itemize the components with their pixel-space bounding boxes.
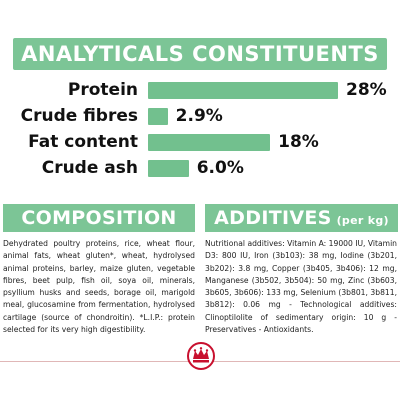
row-label-crude-fibres: Crude fibres xyxy=(20,106,138,126)
additives-title-suffix: (per kg) xyxy=(336,213,389,227)
additives-title-text: ADDITIVES xyxy=(214,207,332,229)
royal-canin-crown-logo xyxy=(185,340,217,370)
bar-fat-content xyxy=(148,134,271,151)
row-label-protein: Protein xyxy=(67,80,138,100)
additives-text: Nutritional additives: Vitamin A: 19000 … xyxy=(205,239,397,335)
bar-value-fat-content: 18% xyxy=(278,132,319,152)
additives-title: ADDITIVES (per kg) xyxy=(205,204,398,232)
bar-value-crude-fibres: 2.9% xyxy=(175,106,223,126)
row-label-fat-content: Fat content xyxy=(28,132,138,152)
bar-value-crude-ash: 6.0% xyxy=(196,158,244,178)
bar-crude-ash xyxy=(148,160,189,177)
bar-value-protein: 28% xyxy=(346,80,387,100)
composition-text: Dehydrated poultry proteins, rice, wheat… xyxy=(3,239,195,335)
row-label-crude-ash: Crude ash xyxy=(41,158,138,178)
bar-crude-fibres xyxy=(148,108,168,125)
bar-protein xyxy=(148,82,338,99)
composition-title: COMPOSITION xyxy=(3,204,195,232)
composition-title-text: COMPOSITION xyxy=(21,207,177,229)
analytical-constituents-header: ANALYTICALS CONSTITUENTS xyxy=(13,38,387,70)
